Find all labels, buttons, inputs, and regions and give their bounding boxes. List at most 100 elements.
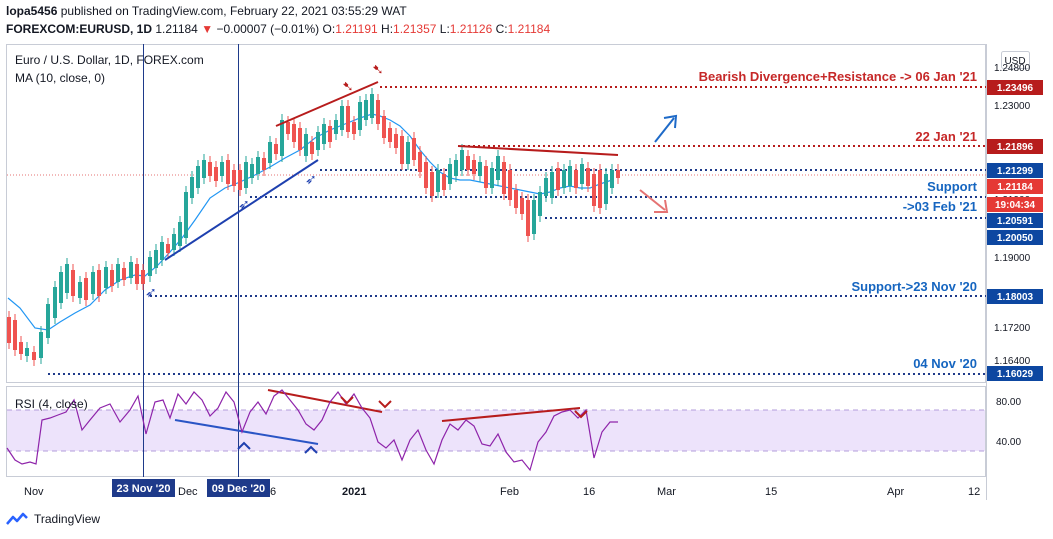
candle-body <box>141 270 145 284</box>
cursor-marker-2: ➶ <box>238 197 250 213</box>
candle-body <box>97 270 101 296</box>
candle-body <box>178 222 182 246</box>
candles <box>7 88 620 366</box>
candle-body <box>172 234 176 250</box>
candle-body <box>562 170 566 188</box>
candle-body <box>604 174 608 204</box>
candle-body <box>53 287 57 318</box>
close-label: C: <box>495 22 508 36</box>
candle-body <box>526 200 530 236</box>
candle-body <box>322 124 326 144</box>
candle-body <box>448 164 452 184</box>
candle-body <box>430 172 434 196</box>
time-label: 12 <box>968 486 980 498</box>
date-tag-dec09: 09 Dec '20 <box>212 483 265 495</box>
candle-body <box>208 162 212 176</box>
candle-body <box>154 250 158 268</box>
candle-body <box>274 144 278 154</box>
candle-body <box>160 242 164 260</box>
tradingview-logo-icon <box>6 512 28 525</box>
candle-body <box>406 142 410 164</box>
rsi-pane-frame <box>6 386 986 477</box>
candle-body <box>84 278 88 300</box>
annotation-nov04: 04 Nov '20 <box>913 356 977 371</box>
footer-brand[interactable]: TradingView <box>34 512 101 526</box>
price-tags: 1.23496 1.21896 1.21299 1.21184 19:04:34 1.20… <box>987 80 1043 381</box>
price-tag-bg <box>987 179 1043 194</box>
candle-body <box>262 158 266 170</box>
cursor-marker-1: ➶ <box>145 285 157 301</box>
time-label: Mar <box>657 486 676 498</box>
candle-body <box>148 257 152 276</box>
candle-body <box>442 174 446 190</box>
time-label: 2021 <box>342 486 366 498</box>
price-tag-label: 1.20591 <box>997 216 1034 227</box>
candle-body <box>484 166 488 188</box>
candle-body <box>532 200 536 234</box>
publisher-name[interactable]: lopa5456 <box>6 4 58 18</box>
candle-body <box>580 164 584 184</box>
down-arrow-icon: ▼ <box>201 22 214 36</box>
price-levels <box>48 86 986 375</box>
rsi-tick: 80.00 <box>996 397 1021 408</box>
price-tick: 1.19000 <box>994 253 1031 264</box>
candle-body <box>466 156 470 170</box>
candle-body <box>364 100 368 120</box>
candle-body <box>412 138 416 160</box>
open-label: O: <box>322 22 336 36</box>
candle-body <box>65 264 69 293</box>
jan-trendline <box>457 145 619 156</box>
time-label: 16 <box>583 486 595 498</box>
price-pane-frame <box>6 44 986 383</box>
candle-body <box>496 156 500 180</box>
candle-body <box>91 272 95 294</box>
currency-label: USD <box>1004 56 1025 67</box>
rsi-line <box>6 389 618 472</box>
candle-body <box>610 170 614 188</box>
candle-body <box>256 157 260 174</box>
candle-body <box>538 192 542 216</box>
candle-body <box>292 124 296 142</box>
cursor-marker-3: ➶ <box>305 172 317 188</box>
candle-body <box>226 160 230 184</box>
date-tag-nov23-bg <box>112 479 175 497</box>
cursor-marker-4: ➷ <box>342 79 354 95</box>
candle-body <box>472 160 476 174</box>
candle-body <box>418 152 422 172</box>
rsi-tick-4 <box>378 400 392 409</box>
candle-body <box>78 282 82 298</box>
price-tag-label: 1.21896 <box>997 142 1034 153</box>
candle-body <box>514 190 518 208</box>
down-arrow-icon <box>654 199 669 213</box>
candle-body <box>129 262 133 278</box>
candle-body <box>25 348 29 356</box>
price-tick: 1.17200 <box>994 323 1031 334</box>
price-tag-label: 1.21299 <box>997 166 1034 177</box>
candle-body <box>316 132 320 150</box>
time-label: 6 <box>270 486 276 498</box>
candle-body <box>232 170 236 186</box>
candle-body <box>508 170 512 200</box>
price-tag-bg <box>987 163 1043 178</box>
candle-body <box>166 244 170 253</box>
candle-body <box>39 332 43 358</box>
candle-body <box>424 162 428 188</box>
annotation-bearish: Bearish Divergence+Resistance -> 06 Jan … <box>699 69 977 84</box>
candle-body <box>454 160 458 176</box>
rsi-tick-1 <box>237 441 251 450</box>
candle-body <box>280 120 284 156</box>
currency-badge[interactable] <box>1001 51 1030 69</box>
published-text: published on TradingView.com, February 2… <box>60 4 407 18</box>
candle-body <box>556 168 560 190</box>
annotation-jan22: 22 Jan '21 <box>915 129 977 144</box>
price-tick: 1.16400 <box>994 356 1031 367</box>
candle-body <box>214 167 218 181</box>
low-value: 1.21126 <box>449 22 493 36</box>
time-label: Dec <box>178 486 198 498</box>
candle-body <box>598 170 602 208</box>
candle-body <box>298 128 302 150</box>
candle-body <box>358 102 362 130</box>
chart-area[interactable]: ➶ ➶ ➶ ➷ ➷ Euro / U.S. Dollar, 1D, FOREX.… <box>0 40 1053 504</box>
candle-body <box>502 162 506 194</box>
candle-body <box>310 142 314 154</box>
